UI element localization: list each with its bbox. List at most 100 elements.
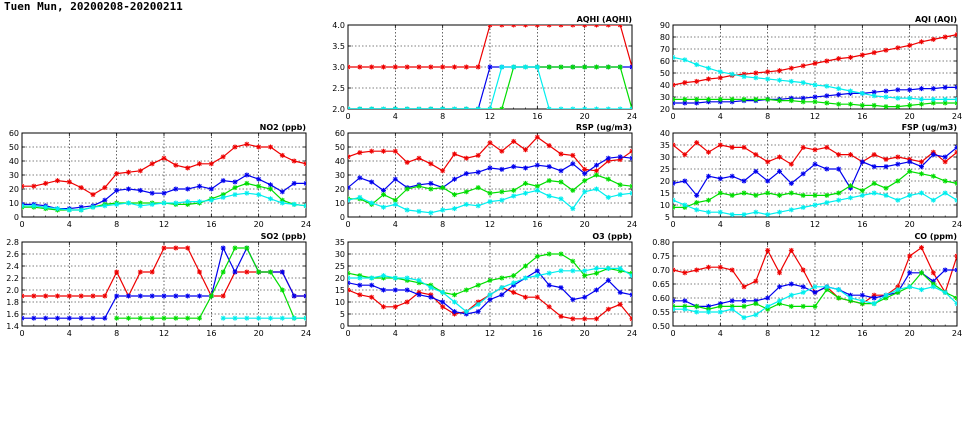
fsp-series-3-point: [954, 180, 957, 186]
aqhi-series-4-point: [511, 64, 517, 70]
rsp-series-2-point: [381, 187, 386, 193]
o3-series-2-point: [617, 289, 623, 295]
fsp-title: FSP (ug/m3): [902, 123, 957, 132]
fsp-series-3-point: [883, 185, 889, 191]
so2-series-2-point: [66, 315, 72, 321]
so2-series-2-point: [22, 315, 25, 321]
aqi-series-4-point: [741, 74, 747, 80]
co-x-tick-label: 4: [718, 329, 723, 338]
rsp-series-3-point: [428, 186, 434, 192]
aqi-series-1-point: [706, 76, 711, 82]
fsp-series-3-point: [812, 192, 818, 198]
rsp-series-2-point: [357, 175, 363, 181]
co-series-3-point: [788, 303, 794, 309]
aqhi-series-4-point: [617, 106, 623, 109]
co-series-4-point: [717, 309, 723, 315]
so2-series-4-point: [279, 315, 285, 321]
fsp-series-1-point: [741, 144, 747, 150]
o3-series-4-point: [570, 268, 576, 274]
o3-series-1-point: [570, 316, 576, 322]
co-series-2-point: [954, 267, 957, 273]
fsp-series-4-point: [753, 209, 759, 215]
aqi-series-4-point: [729, 71, 735, 77]
so2-series-1-point: [78, 293, 84, 299]
rsp-series-1-point: [558, 151, 564, 157]
aqi-series-2-point: [895, 87, 901, 93]
aqhi-series-3-point: [546, 64, 552, 70]
rsp-series-1-point: [499, 148, 505, 154]
fsp-x-tick-label: 20: [905, 220, 915, 229]
co-series-4-point: [942, 289, 948, 295]
so2-series-1-point: [55, 293, 60, 299]
no2-series-4-point: [66, 207, 72, 213]
co-series-1-point: [694, 267, 700, 273]
no2-y-tick-label: 60: [9, 129, 19, 138]
rsp-series-3-point: [416, 183, 422, 189]
co-series-1-point: [741, 284, 747, 290]
so2-y-tick-label: 2.0: [6, 286, 19, 295]
co-title: CO (ppm): [914, 232, 957, 241]
aqhi-series-1-point: [369, 64, 375, 70]
rsp-title: RSP (ug/m3): [576, 123, 632, 132]
co-series-4-point: [682, 306, 688, 312]
so2-series-4-point: [232, 315, 238, 321]
rsp-series-1-point: [428, 161, 434, 167]
fsp-y-tick-label: 15: [660, 189, 670, 198]
fsp-y-tick-label: 25: [660, 165, 670, 174]
aqi-y-tick-label: 20: [660, 105, 670, 114]
fsp-series-4-point: [741, 212, 747, 217]
co-series-3-point: [836, 295, 842, 301]
no2-series-2-point: [268, 182, 273, 188]
rsp-series-3-point: [404, 186, 410, 192]
o3-x-tick-label: 16: [532, 329, 542, 338]
fsp-y-tick-label: 10: [660, 201, 670, 210]
fsp-panel: 0 4 8 12 16 20 24 5 10 15 20 25 30 35 40 FSP (ug/m3): [660, 123, 962, 229]
rsp-series-4-point: [475, 203, 481, 209]
co-series-2-point: [788, 281, 794, 287]
rsp-series-1-point: [570, 152, 576, 158]
fsp-x-tick-label: 24: [952, 220, 962, 229]
fsp-series-2-point: [907, 159, 913, 165]
co-series-3-point: [800, 303, 806, 309]
rsp-x-tick-label: 4: [393, 220, 398, 229]
aqi-series-4-point: [859, 90, 865, 96]
rsp-series-1-point: [475, 152, 481, 158]
aqi-series-1-point: [694, 78, 700, 84]
co-series-3-point: [694, 303, 700, 309]
co-series-4-point: [930, 284, 936, 290]
aqhi-series-1-point: [582, 25, 588, 28]
aqhi-series-4-point: [582, 106, 588, 109]
no2-series-4-point: [244, 190, 250, 196]
aqi-series-2-point: [942, 84, 948, 90]
o3-series-4-point: [487, 292, 493, 298]
so2-x-tick-label: 12: [159, 329, 169, 338]
no2-series-1-point: [90, 192, 96, 198]
o3-series-1-point: [534, 294, 540, 300]
aqhi-series-1-point: [357, 64, 363, 70]
o3-y-tick-label: 10: [335, 298, 345, 307]
o3-series-3-point: [534, 253, 540, 259]
rsp-series-1-point: [487, 140, 493, 146]
aqhi-series-1-point: [523, 25, 528, 28]
so2-series-3-point: [279, 287, 285, 293]
co-series-2-point: [907, 270, 913, 276]
aqi-x-tick-label: 24: [952, 112, 962, 121]
aqi-series-4-point: [930, 96, 936, 102]
rsp-series-4-point: [523, 190, 528, 196]
no2-y-tick-label: 30: [9, 171, 19, 180]
aqhi-x-tick-label: 0: [345, 112, 350, 121]
aqhi-series-2-point: [487, 64, 493, 70]
so2-series-2-point: [31, 315, 37, 321]
aqi-series-1-point: [824, 58, 830, 64]
aqhi-series-1-point: [487, 25, 493, 28]
aqi-series-4-point: [800, 80, 806, 86]
o3-title: O3 (ppb): [592, 232, 632, 241]
aqi-series-4-point: [706, 65, 711, 71]
o3-y-tick-label: 35: [335, 238, 345, 247]
rsp-series-1-point: [629, 148, 632, 154]
rsp-series-1-point: [452, 151, 457, 157]
o3-series-3-point: [570, 258, 576, 264]
so2-y-tick-label: 1.6: [6, 310, 19, 319]
rsp-series-4-point: [440, 207, 446, 213]
fsp-series-1-point: [812, 147, 818, 153]
